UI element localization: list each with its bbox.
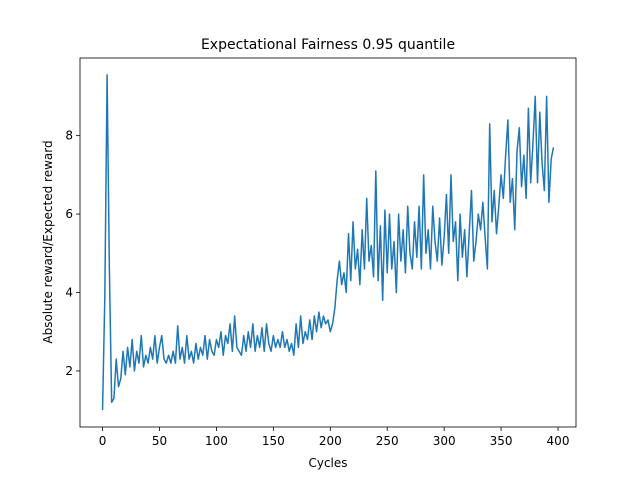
y-tick-label: 6 <box>65 207 73 221</box>
x-tick-label: 350 <box>490 434 513 448</box>
y-tick-label: 8 <box>65 129 73 143</box>
data-line <box>101 74 555 411</box>
x-tick-label: 50 <box>152 434 167 448</box>
y-tick-label: 4 <box>65 285 73 299</box>
x-tick-label: 0 <box>99 434 107 448</box>
x-tick-label: 150 <box>262 434 285 448</box>
y-axis-label: Absolute reward/Expected reward <box>41 140 55 343</box>
x-tick-label: 300 <box>433 434 456 448</box>
x-tick-label: 100 <box>205 434 228 448</box>
x-tick-label: 250 <box>376 434 399 448</box>
x-axis-label: Cycles <box>308 456 347 470</box>
chart-title: Expectational Fairness 0.95 quantile <box>201 37 455 53</box>
x-tick-label: 200 <box>319 434 342 448</box>
x-tick-label: 400 <box>547 434 570 448</box>
y-tick-label: 2 <box>65 364 73 378</box>
plot-frame <box>79 57 577 428</box>
